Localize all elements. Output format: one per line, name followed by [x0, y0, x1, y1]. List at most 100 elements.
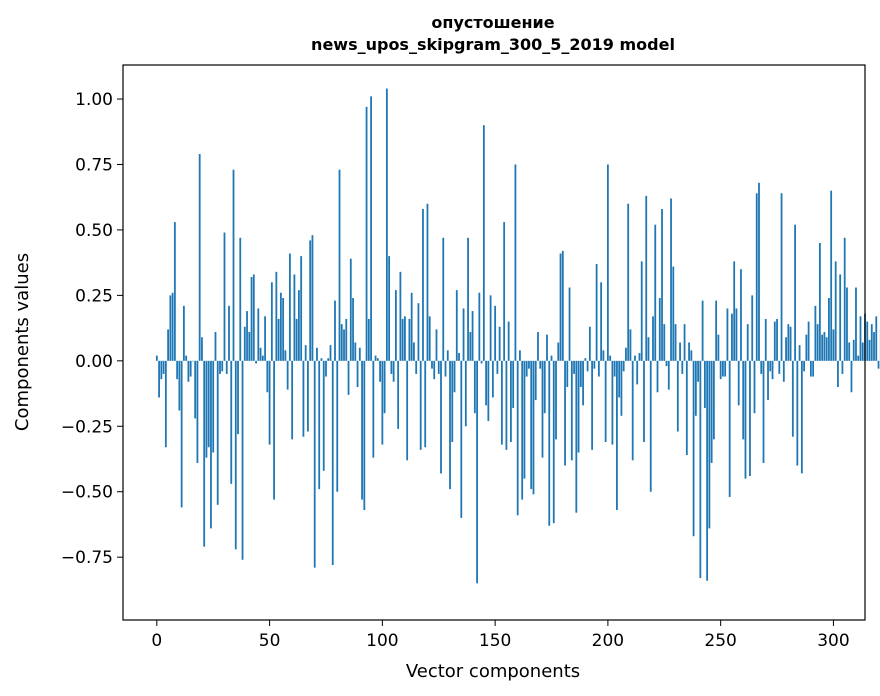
bar: [476, 360, 478, 584]
bar: [264, 316, 266, 361]
bar: [340, 324, 343, 361]
bar: [525, 360, 528, 377]
bar: [201, 337, 203, 361]
bar: [708, 360, 711, 529]
bar: [620, 360, 623, 416]
x-tick-label: 300: [817, 631, 849, 651]
bar: [365, 106, 368, 361]
bar: [401, 318, 404, 361]
bar: [214, 332, 217, 361]
bar: [690, 350, 693, 361]
bar: [561, 250, 564, 361]
bar: [198, 154, 201, 361]
bar: [636, 360, 639, 385]
y-tick-label: −0.75: [61, 548, 113, 568]
bar: [606, 164, 609, 361]
chart-title: опустошение: [431, 13, 554, 32]
bar: [482, 125, 485, 361]
bar: [703, 360, 706, 408]
bar: [320, 358, 323, 361]
y-tick-label: 0.00: [75, 352, 113, 372]
bar: [205, 360, 208, 458]
bar: [625, 347, 627, 361]
bar: [539, 360, 542, 369]
bar: [298, 290, 300, 361]
bar: [358, 347, 361, 361]
bar: [300, 256, 303, 361]
bar: [419, 360, 422, 450]
bar: [237, 360, 239, 435]
x-axis-label: Vector components: [406, 661, 580, 682]
bar: [266, 360, 269, 393]
bar: [706, 360, 709, 581]
bar: [379, 360, 381, 382]
bar: [489, 295, 492, 361]
x-tick-label: 50: [259, 631, 281, 651]
bar: [451, 360, 454, 442]
bar: [192, 360, 194, 362]
bar: [688, 342, 690, 361]
bar: [643, 360, 645, 442]
bar: [519, 350, 521, 361]
bar: [762, 360, 765, 463]
bar: [855, 287, 857, 361]
bar: [164, 360, 167, 448]
bar: [246, 311, 248, 361]
bar: [645, 195, 648, 361]
bar: [413, 342, 415, 361]
bar: [221, 360, 224, 372]
y-tick-label: 1.00: [75, 90, 113, 110]
bar: [850, 360, 853, 393]
bar: [203, 360, 206, 547]
bar: [295, 318, 298, 361]
bar: [870, 324, 873, 361]
bar: [241, 360, 244, 560]
bar: [311, 235, 314, 361]
bar: [449, 360, 451, 490]
bar: [455, 290, 458, 361]
bar: [685, 360, 688, 456]
bar: [728, 360, 731, 497]
bar: [234, 360, 237, 550]
bar: [426, 203, 429, 361]
bar: [618, 360, 621, 398]
bar: [293, 274, 296, 361]
bar: [755, 193, 758, 361]
plot-area-frame: [122, 64, 866, 621]
bar: [530, 360, 533, 490]
bar: [848, 342, 851, 361]
bar: [622, 360, 625, 372]
bar: [875, 316, 878, 361]
bar: [771, 360, 774, 380]
bar: [453, 360, 456, 393]
bar: [593, 360, 596, 369]
bar: [740, 269, 742, 361]
bar: [658, 298, 661, 361]
y-tick-label: 0.50: [75, 221, 113, 241]
bar: [273, 360, 275, 500]
bar: [322, 360, 325, 471]
bar: [464, 360, 467, 427]
bar: [873, 332, 875, 361]
bar: [286, 360, 289, 390]
bar: [473, 360, 476, 414]
bar: [510, 360, 512, 442]
bar: [440, 360, 442, 474]
bar: [534, 360, 537, 401]
bar: [694, 360, 697, 416]
bar: [812, 360, 815, 377]
bar: [683, 324, 686, 361]
bar: [158, 360, 160, 398]
bar: [749, 360, 751, 477]
bar: [613, 360, 616, 377]
bar: [406, 360, 409, 461]
bar: [325, 360, 327, 377]
bar: [843, 237, 846, 361]
bar: [252, 274, 255, 361]
bar: [433, 360, 436, 380]
bar: [381, 360, 384, 445]
bar: [397, 360, 400, 429]
bar: [284, 350, 287, 361]
bar: [334, 300, 336, 361]
